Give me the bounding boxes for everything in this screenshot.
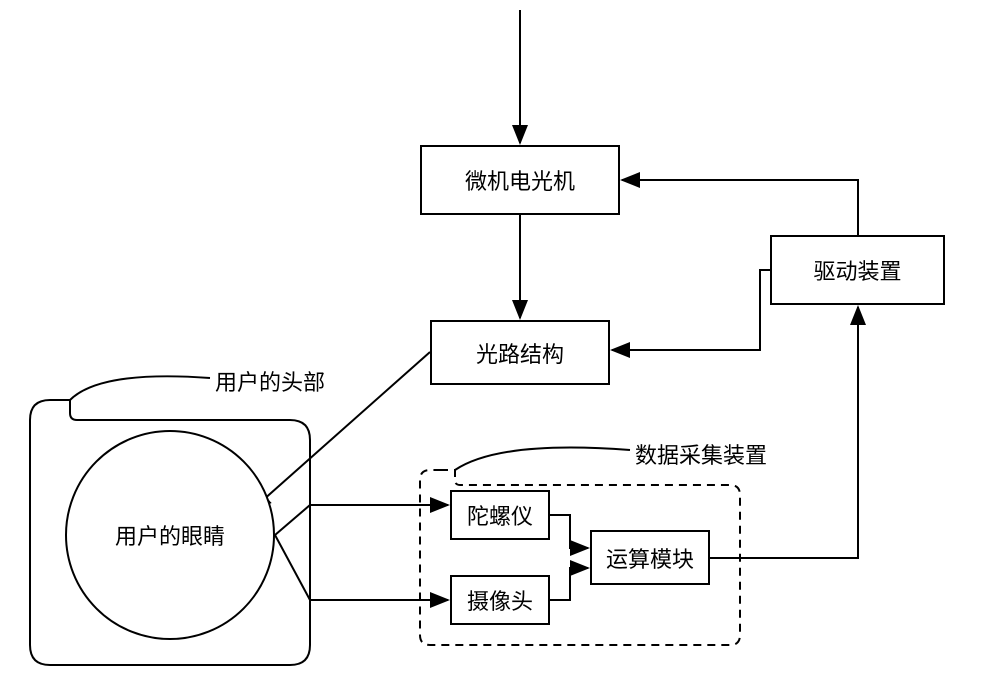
gyroscope-box: 陀螺仪: [450, 490, 550, 540]
edge-eye-to-camera: [275, 535, 448, 600]
drive-device-box: 驱动装置: [770, 235, 945, 305]
edge-gyro-to-compute: [550, 515, 588, 548]
compute-module-box: 运算模块: [590, 530, 710, 585]
camera-box: 摄像头: [450, 575, 550, 625]
edge-camera-to-compute: [550, 568, 588, 600]
edge-drive-to-lightpath: [612, 270, 770, 350]
gyroscope-label: 陀螺仪: [467, 499, 533, 531]
light-path-label: 光路结构: [476, 337, 564, 369]
user-head-text: 用户的头部: [215, 365, 325, 397]
edge-compute-to-drive: [710, 307, 858, 558]
camera-label: 摄像头: [467, 584, 533, 616]
compute-module-label: 运算模块: [606, 542, 694, 574]
data-collection-leader: [455, 448, 630, 471]
micro-optical-label: 微机电光机: [465, 164, 575, 196]
edge-eye-to-gyro: [275, 505, 448, 535]
user-eye-label: 用户的眼睛: [115, 519, 225, 551]
user-head-leader: [70, 376, 210, 400]
user-eye-circle: 用户的眼睛: [65, 430, 275, 640]
micro-optical-box: 微机电光机: [420, 145, 620, 215]
drive-device-label: 驱动装置: [813, 254, 901, 286]
data-collection-text: 数据采集装置: [635, 438, 767, 470]
light-path-box: 光路结构: [430, 320, 610, 385]
edge-drive-to-micro: [622, 180, 858, 235]
